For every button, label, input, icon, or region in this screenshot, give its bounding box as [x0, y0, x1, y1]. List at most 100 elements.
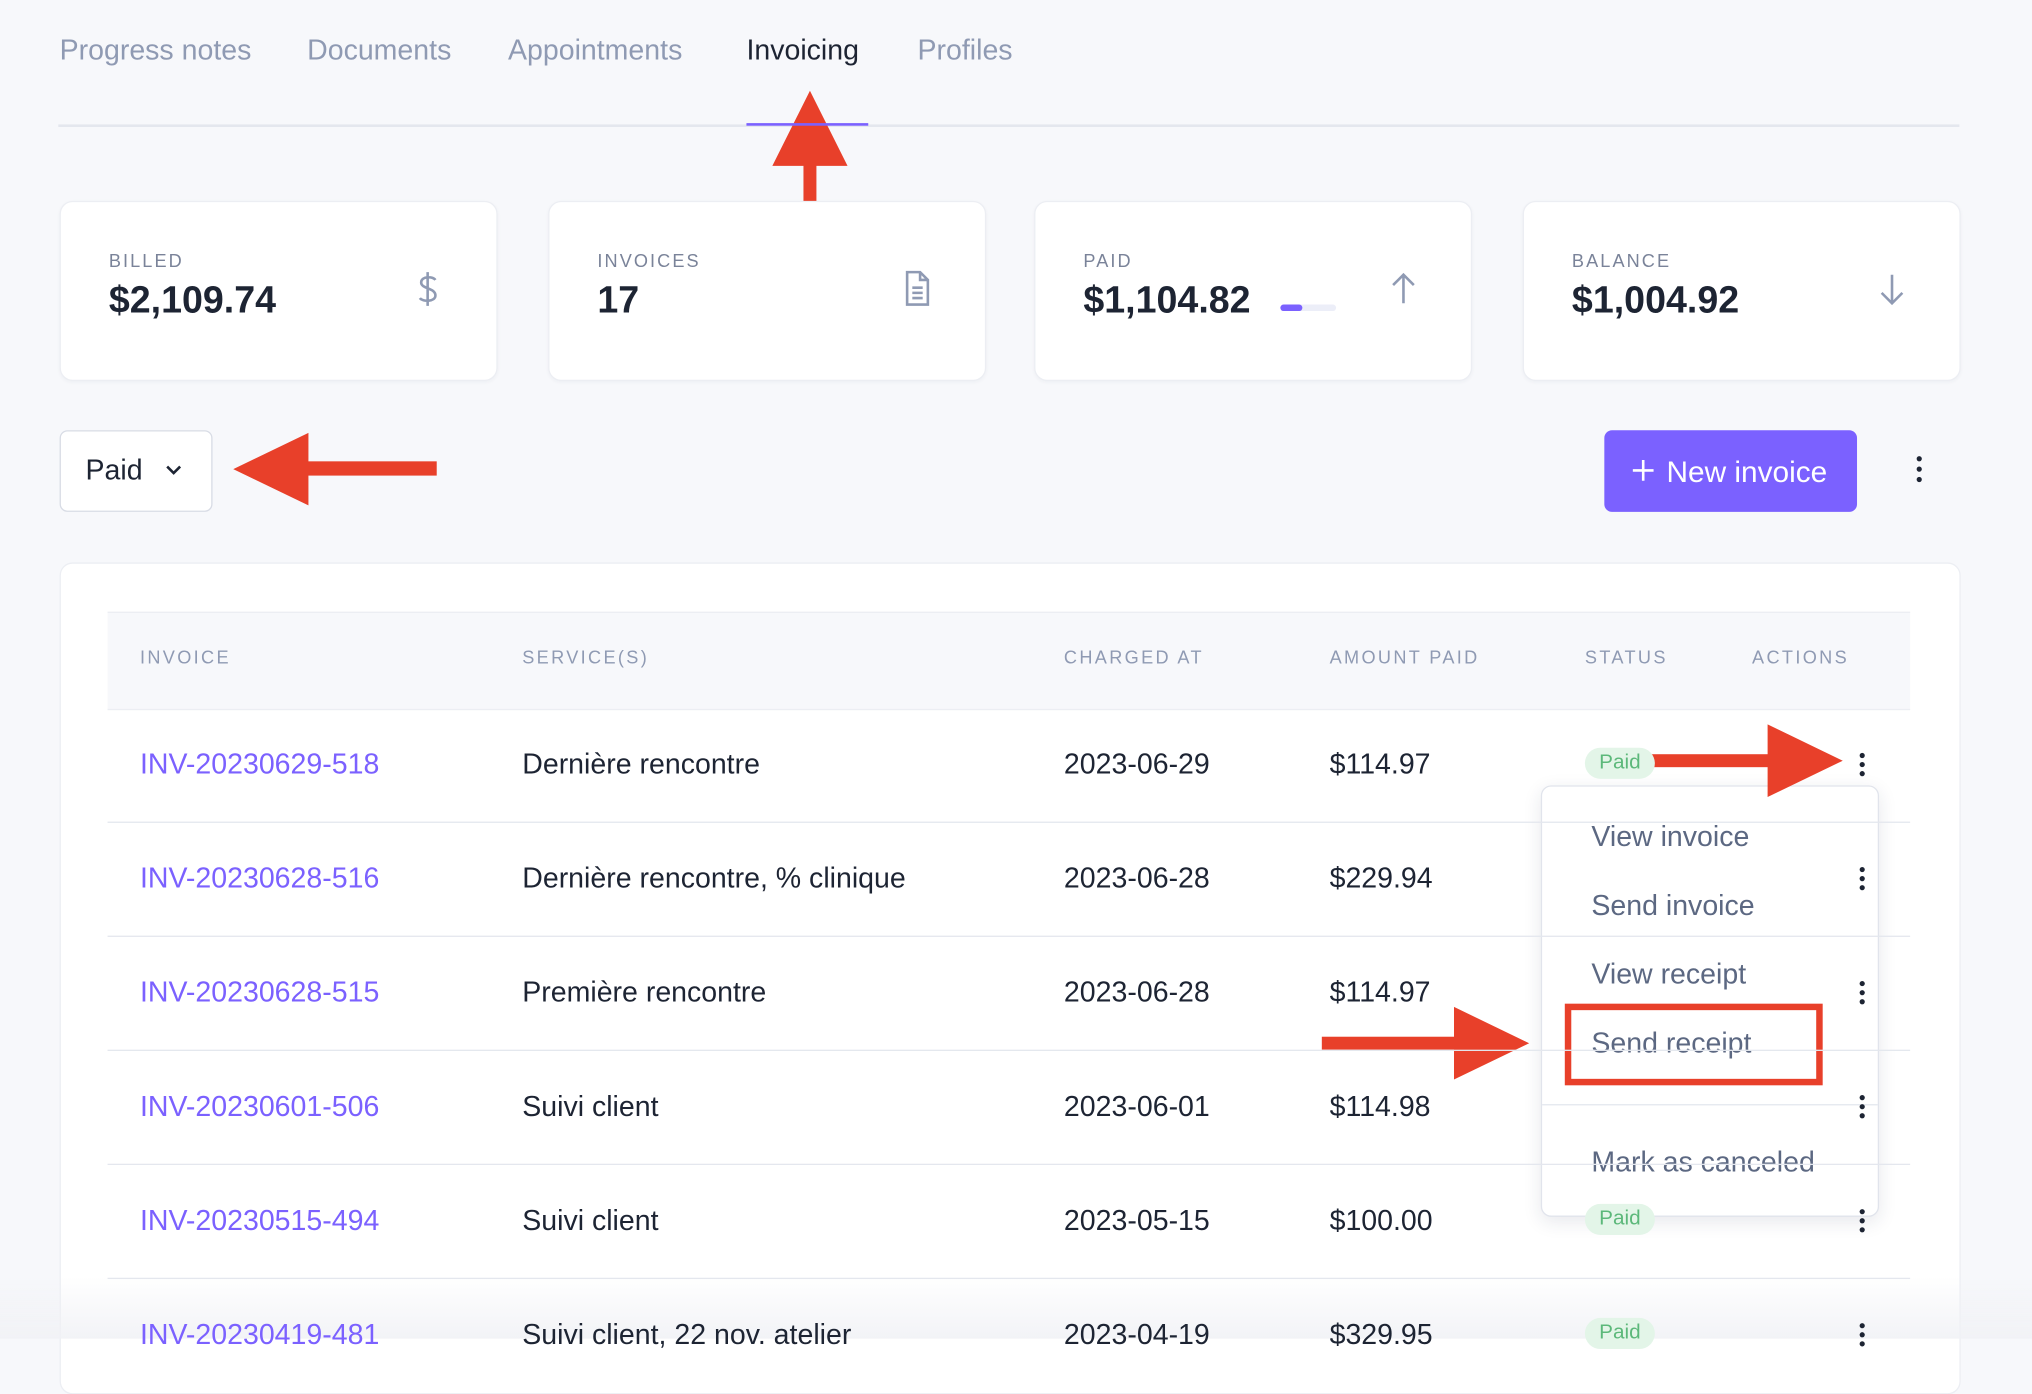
column-header: CHARGED AT [1063, 646, 1204, 668]
stat-value: $1,104.82 [1083, 279, 1251, 322]
table-cell: 2023-06-29 [1063, 747, 1210, 781]
table-cell: Suivi client [522, 1089, 659, 1123]
invoice-link[interactable]: INV-20230628-516 [139, 861, 380, 895]
dot [1859, 885, 1865, 891]
row-actions[interactable] [1858, 866, 1866, 893]
chevron-icon [166, 465, 182, 475]
dot [1859, 1323, 1865, 1329]
active-tab-indicator [746, 123, 869, 126]
table-cell: $114.98 [1329, 1089, 1431, 1123]
row-actions[interactable] [1858, 752, 1866, 779]
dot [1859, 1095, 1865, 1101]
page: Paid New invoice View invoice Send invoic… [0, 33, 2032, 1394]
dot [1859, 866, 1865, 873]
dot [1859, 1113, 1865, 1119]
dot [1859, 761, 1865, 768]
table-cell: 2023-06-28 [1063, 861, 1210, 895]
row-divider [107, 1049, 1911, 1051]
dot [1859, 752, 1865, 759]
stat-card: PAID $1,104.82 [1034, 200, 1473, 381]
table-cell: Suivi client [522, 1203, 659, 1237]
column-header: SERVICE(S) [522, 646, 650, 668]
column-header: AMOUNT PAID [1329, 646, 1480, 668]
stat-value: $1,004.92 [1571, 279, 1740, 322]
stat-icon [1392, 272, 1415, 304]
stat-value: 17 [597, 279, 640, 322]
stat-icon [905, 270, 930, 306]
row-divider [107, 935, 1911, 937]
invoice-link[interactable]: INV-20230515-494 [139, 1203, 380, 1237]
table-cell: $114.97 [1329, 747, 1431, 781]
table-cell: Dernière rencontre, % clinique [522, 861, 906, 895]
dot [1859, 1341, 1865, 1347]
scroll-fade [0, 1276, 2032, 1339]
row-divider [107, 821, 1911, 823]
table-header [107, 611, 1911, 711]
stat-icon [1880, 274, 1904, 306]
dot [1859, 1227, 1865, 1233]
column-header: ACTIONS [1752, 646, 1850, 668]
action-menu: View invoice Send invoice View receipt Send… [1540, 785, 1880, 1217]
new-invoice-button[interactable]: New invoice [1604, 430, 1858, 512]
dot [1859, 980, 1865, 987]
menu-item[interactable]: Send invoice [1591, 888, 1755, 922]
column-header: STATUS [1584, 646, 1668, 668]
tab[interactable]: Invoicing [746, 33, 859, 67]
menu-item[interactable]: Mark as canceled [1591, 1145, 1815, 1178]
row-actions[interactable] [1858, 1095, 1866, 1121]
row-actions[interactable] [1858, 980, 1866, 1007]
table-cell: Suivi client, 22 nov. atelier [522, 1317, 852, 1351]
dot [1859, 1104, 1865, 1110]
dot [1859, 1209, 1865, 1215]
table-cell: $329.95 [1329, 1317, 1433, 1351]
table-cell: 2023-05-15 [1063, 1203, 1210, 1237]
annotations [233, 90, 1843, 1086]
row-divider [107, 1163, 1911, 1166]
column-header: INVOICE [139, 646, 231, 668]
dot [1859, 990, 1865, 996]
stat-card: BALANCE $1,004.92 [1522, 200, 1961, 381]
table-cell: Dernière rencontre [522, 747, 760, 781]
app: Paid New invoice View invoice Send invoic… [0, 33, 2032, 1394]
invoice-link[interactable]: INV-20230419-481 [139, 1317, 380, 1351]
invoice-link[interactable]: INV-20230629-518 [139, 747, 380, 781]
filter-label: Paid [85, 453, 143, 486]
tab[interactable]: Appointments [507, 33, 683, 67]
dot [1859, 1332, 1865, 1338]
dot [1859, 876, 1865, 882]
invoice-link[interactable]: INV-20230628-515 [139, 975, 380, 1009]
table-cell: $114.97 [1329, 975, 1431, 1009]
status-badge: Paid [1584, 1317, 1655, 1350]
button-label: New invoice [1666, 454, 1828, 489]
more-menu[interactable] [1910, 454, 1928, 485]
tab[interactable]: Profiles [917, 33, 1013, 67]
stat-label: INVOICES [597, 250, 701, 271]
table-cell: $100.00 [1329, 1203, 1433, 1237]
dot [1859, 999, 1865, 1005]
menu-item[interactable]: View receipt [1591, 957, 1747, 991]
table-cell: 2023-06-01 [1063, 1089, 1210, 1123]
table-cell: 2023-04-19 [1063, 1317, 1210, 1351]
progress-track [1280, 304, 1337, 312]
menu-item[interactable]: View invoice [1591, 820, 1750, 853]
menu-item[interactable]: Send receipt [1591, 1026, 1752, 1059]
table-cell: $229.94 [1329, 861, 1433, 895]
stat-label: BILLED [108, 250, 184, 271]
tab[interactable]: Progress notes [59, 33, 252, 67]
stat-value: $2,109.74 [108, 279, 277, 322]
dot [1859, 1218, 1865, 1224]
dot [1859, 771, 1865, 777]
row-actions[interactable] [1858, 1209, 1866, 1235]
invoice-link[interactable]: INV-20230601-506 [139, 1089, 380, 1123]
row-actions[interactable] [1858, 1323, 1866, 1349]
stat-label: PAID [1083, 250, 1133, 271]
table-cell: Première rencontre [522, 975, 767, 1009]
status-badge: Paid [1584, 1203, 1655, 1235]
status-filter[interactable]: Paid [59, 430, 213, 512]
stat-icon [418, 272, 437, 306]
tab[interactable]: Documents [307, 33, 452, 67]
row-divider [107, 1277, 1911, 1280]
status-badge: Paid [1584, 747, 1655, 779]
stat-card: BILLED $2,109.74 [59, 200, 498, 381]
menu-divider [1542, 1104, 1878, 1106]
